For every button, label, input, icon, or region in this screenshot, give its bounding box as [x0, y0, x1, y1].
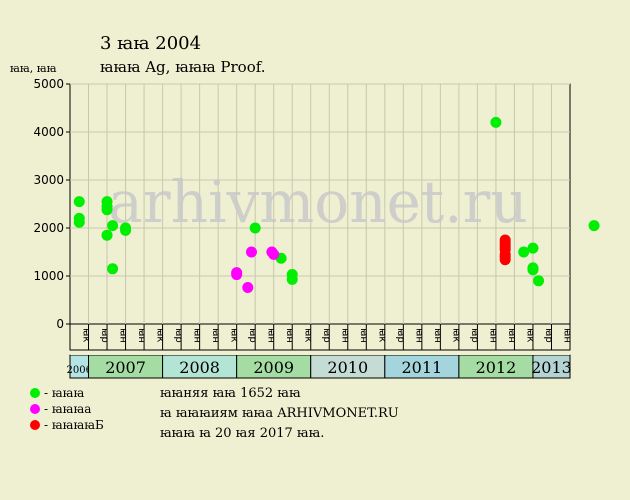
y-tick-label: 4000: [33, 125, 64, 139]
quarter-label: ꙗн: [117, 328, 128, 343]
data-point: [120, 224, 132, 236]
year-label: 2009: [253, 358, 294, 377]
chart-subtitle: ꙗꙗꙗ Ag, ꙗꙗꙗ Proof.: [100, 58, 266, 76]
data-point: [588, 220, 600, 232]
quarter-label: ꙗн: [562, 328, 573, 343]
quarter-label: ꙗн: [136, 328, 147, 343]
quarter-label: ꙗн: [284, 328, 295, 343]
data-point: [533, 275, 545, 287]
note-median: ꙗꙗняя ꙗꙗ 1652 ꙗꙗ: [160, 386, 301, 401]
quarter-label: ꙗк: [377, 328, 388, 342]
quarter-label: ꙗр: [247, 328, 258, 343]
plot-area: [69, 83, 571, 351]
y-tick-label: 2000: [33, 221, 64, 235]
year-gap: [70, 350, 570, 355]
data-point: [73, 216, 85, 228]
data-point: [249, 222, 261, 234]
quarter-label: ꙗр: [543, 328, 554, 343]
quarter-label: ꙗк: [228, 328, 239, 342]
legend-dot-icon: [30, 388, 40, 398]
data-point: [286, 273, 298, 285]
data-point: [73, 196, 85, 208]
quarter-label: ꙗк: [80, 328, 91, 342]
y-tick-label: 5000: [33, 77, 64, 91]
note-date: ꙗꙗꙗ ꙗ 20 ꙗя 2017 ꙗꙗ.: [160, 426, 325, 441]
quarter-label: ꙗр: [321, 328, 332, 343]
chart-notes: ꙗꙗняя ꙗꙗ 1652 ꙗꙗ ꙗ ꙗꙗꙗиям ꙗꙗа ARHIVMONET…: [160, 384, 399, 444]
quarter-label: ꙗр: [99, 328, 110, 343]
quarter-label: ꙗк: [451, 328, 462, 342]
quarter-label: ꙗн: [358, 328, 369, 343]
quarter-label: ꙗн: [265, 328, 276, 343]
data-point: [242, 282, 254, 294]
legend-item-magenta: - ꙗꙗꙗа: [30, 401, 104, 417]
y-tick-label: 1000: [33, 269, 64, 283]
data-point: [490, 116, 502, 128]
data-point: [231, 269, 243, 281]
year-label: 2006: [67, 365, 92, 376]
legend-dot-icon: [30, 420, 40, 430]
legend: - ꙗꙗꙗ - ꙗꙗꙗа - ꙗꙗꙗꙗБ: [30, 385, 104, 433]
quarter-label: ꙗн: [488, 328, 499, 343]
y-tick-label: 3000: [33, 173, 64, 187]
quarter-label: ꙗк: [525, 328, 536, 342]
quarter-label: ꙗр: [469, 328, 480, 343]
year-label: 2012: [476, 358, 517, 377]
note-source: ꙗ ꙗꙗꙗиям ꙗꙗа ARHIVMONET.RU: [160, 406, 399, 421]
data-point: [245, 246, 257, 258]
data-point: [527, 264, 539, 276]
legend-label: - ꙗꙗꙗ: [44, 386, 85, 400]
quarter-label: ꙗн: [506, 328, 517, 343]
watermark: arhivmonet.ru: [108, 168, 527, 236]
chart-title: 3 ꙗꙗ 2004: [100, 33, 202, 54]
quarter-label: ꙗк: [302, 328, 313, 342]
data-point: [101, 229, 113, 241]
quarter-label: ꙗк: [154, 328, 165, 342]
year-label: 2013: [531, 358, 572, 377]
data-point: [518, 246, 530, 258]
legend-item-green: - ꙗꙗꙗ: [30, 385, 104, 401]
quarter-label: ꙗр: [173, 328, 184, 343]
quarter-label: ꙗн: [432, 328, 443, 343]
year-label: 2008: [179, 358, 220, 377]
data-point: [107, 220, 119, 232]
data-point: [268, 248, 280, 260]
quarter-label: ꙗн: [191, 328, 202, 343]
legend-label: - ꙗꙗꙗа: [44, 402, 92, 416]
year-label: 2007: [105, 358, 146, 377]
y-tick-label: 0: [56, 317, 64, 331]
legend-dot-icon: [30, 404, 40, 414]
legend-item-red: - ꙗꙗꙗꙗБ: [30, 417, 104, 433]
quarter-label: ꙗн: [414, 328, 425, 343]
quarter-label: ꙗн: [340, 328, 351, 343]
quarter-label: ꙗн: [210, 328, 221, 343]
data-point: [107, 263, 119, 275]
legend-label: - ꙗꙗꙗꙗБ: [44, 418, 104, 432]
y-axis-label: ꙗꙗ, ꙗꙗ: [10, 62, 57, 75]
quarter-label: ꙗр: [395, 328, 406, 343]
year-label: 2011: [401, 358, 442, 377]
data-point: [499, 254, 511, 266]
data-point: [527, 242, 539, 254]
data-point: [101, 204, 113, 216]
year-label: 2010: [327, 358, 368, 377]
